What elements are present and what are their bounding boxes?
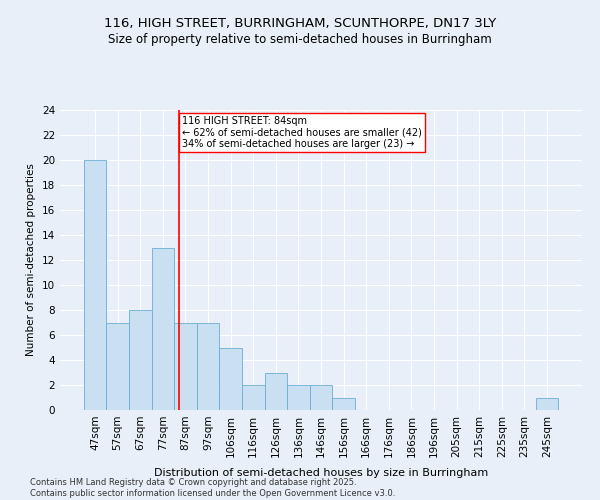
Bar	[287, 385, 310, 410]
Text: 116, HIGH STREET, BURRINGHAM, SCUNTHORPE, DN17 3LY: 116, HIGH STREET, BURRINGHAM, SCUNTHORPE…	[104, 18, 496, 30]
Bar	[129, 310, 152, 410]
Bar	[265, 372, 287, 410]
Bar	[220, 348, 242, 410]
Bar	[536, 398, 558, 410]
Bar	[106, 322, 129, 410]
Bar	[197, 322, 220, 410]
Y-axis label: Number of semi-detached properties: Number of semi-detached properties	[26, 164, 37, 356]
Text: Size of property relative to semi-detached houses in Burringham: Size of property relative to semi-detach…	[108, 32, 492, 46]
Bar	[310, 385, 332, 410]
Bar	[152, 248, 174, 410]
Bar	[242, 385, 265, 410]
X-axis label: Distribution of semi-detached houses by size in Burringham: Distribution of semi-detached houses by …	[154, 468, 488, 478]
Bar	[174, 322, 197, 410]
Text: 116 HIGH STREET: 84sqm
← 62% of semi-detached houses are smaller (42)
34% of sem: 116 HIGH STREET: 84sqm ← 62% of semi-det…	[182, 116, 422, 150]
Bar	[84, 160, 106, 410]
Bar	[332, 398, 355, 410]
Text: Contains HM Land Registry data © Crown copyright and database right 2025.
Contai: Contains HM Land Registry data © Crown c…	[30, 478, 395, 498]
